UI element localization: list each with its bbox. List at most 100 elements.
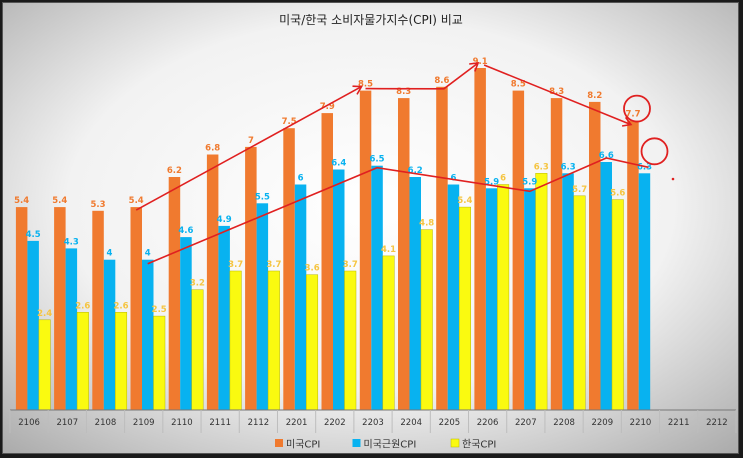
bar-한국CPI-2106 — [38, 319, 51, 411]
data-label-한국CPI-2201: 3.6 — [305, 264, 320, 274]
data-label-한국CPI-2204: 4.8 — [419, 219, 434, 229]
bar-한국CPI-2207 — [535, 173, 548, 411]
legend-label: 미국근원CPI — [364, 439, 417, 451]
x-tick-label-2209: 2209 — [591, 418, 613, 428]
bar-미국근원CPI-2204 — [409, 177, 421, 410]
data-label-미국근원CPI-2110: 4.6 — [178, 226, 193, 236]
data-label-한국CPI-2110: 3.2 — [190, 279, 205, 289]
x-tick-label-2204: 2204 — [400, 418, 422, 428]
data-label-미국CPI-2206: 9.1 — [473, 57, 488, 67]
legend-item-미국CPI: 미국CPI — [275, 439, 320, 451]
bar-미국CPI-2207 — [512, 90, 525, 410]
bar-한국CPI-2208 — [573, 195, 586, 411]
bar-미국CPI-2202 — [321, 113, 333, 410]
x-axis: 2106 2107 2108 2109 2110 2111 2112 2201 2202 2203… — [9, 409, 737, 433]
bar-미국CPI-2210 — [627, 120, 639, 410]
data-label-한국CPI-2205: 5.4 — [457, 196, 472, 206]
bar-한국CPI-2109 — [153, 315, 166, 411]
legend-label: 한국CPI — [462, 439, 496, 451]
x-tick-label-2203: 2203 — [362, 418, 384, 428]
bar-미국근원CPI-2111 — [218, 225, 230, 410]
bar-미국CPI-2205 — [436, 86, 448, 411]
x-tick-label-2109: 2109 — [133, 418, 155, 428]
data-label-미국근원CPI-2106: 4.5 — [26, 230, 41, 240]
data-label-미국근원CPI-2210: 6.3 — [637, 162, 652, 172]
bar-한국CPI-2204 — [420, 229, 433, 411]
data-label-한국CPI-2109: 2.5 — [152, 305, 167, 315]
bar-미국CPI-2206 — [474, 68, 486, 410]
data-label-미국근원CPI-2202: 6.4 — [331, 159, 346, 169]
data-label-미국CPI-2204: 8.3 — [396, 87, 411, 97]
bar-한국CPI-2205 — [458, 206, 471, 411]
bar-한국CPI-2201 — [306, 274, 319, 411]
x-tick-label-2111: 2111 — [209, 418, 231, 428]
data-label-미국CPI-2107: 5.4 — [52, 196, 67, 206]
bar-미국CPI-2209 — [589, 101, 601, 411]
bar-미국CPI-2110 — [168, 177, 181, 410]
data-label-한국CPI-2207: 6.3 — [534, 162, 549, 172]
data-label-미국근원CPI-2208: 6.3 — [561, 162, 576, 172]
bar-미국근원CPI-2208 — [562, 173, 574, 410]
bar-미국근원CPI-2109 — [142, 259, 154, 410]
trend-line-1 — [135, 85, 362, 211]
bar-한국CPI-2110 — [191, 289, 204, 411]
x-tick-label-2201: 2201 — [286, 418, 308, 428]
data-label-미국근원CPI-2209: 6.6 — [599, 151, 614, 161]
data-label-미국CPI-2202: 7.9 — [320, 102, 335, 112]
legend-swatch — [275, 439, 283, 447]
bar-미국근원CPI-2203 — [371, 165, 383, 410]
legend-item-미국근원CPI: 미국근원CPI — [352, 439, 417, 451]
data-label-미국CPI-2201: 7.5 — [282, 117, 297, 127]
data-label-한국CPI-2106: 2.4 — [37, 309, 52, 319]
bar-한국CPI-2108 — [115, 312, 128, 411]
bar-미국근원CPI-2201 — [294, 184, 307, 410]
legend-swatch — [450, 438, 460, 448]
bar-미국근원CPI-2209 — [600, 162, 612, 410]
arrow-head-1 — [352, 85, 363, 95]
data-label-미국CPI-2210: 7.7 — [625, 110, 640, 120]
x-tick-label-2107: 2107 — [56, 418, 78, 428]
trend-line-4 — [147, 157, 649, 265]
data-label-한국CPI-2111: 3.7 — [228, 260, 243, 270]
bar-미국근원CPI-2106 — [27, 240, 39, 410]
x-tick-label-2205: 2205 — [439, 418, 461, 428]
highlight-circle-2 — [640, 137, 669, 166]
x-tick-label-2106: 2106 — [18, 418, 40, 428]
trend-line-2 — [365, 62, 479, 90]
data-label-미국근원CPI-2203: 6.5 — [369, 155, 384, 165]
x-tick-label-2212: 2212 — [706, 418, 728, 428]
bar-미국근원CPI-2205 — [447, 184, 460, 410]
bar-미국CPI-2204 — [398, 98, 410, 410]
bar-미국근원CPI-2210 — [638, 173, 651, 410]
annotations-layer — [135, 62, 675, 265]
bar-미국CPI-2112 — [245, 146, 257, 410]
bar-미국CPI-2201 — [283, 128, 295, 410]
data-label-한국CPI-2107: 2.6 — [75, 301, 90, 311]
data-label-미국근원CPI-2112: 5.5 — [255, 192, 270, 202]
data-label-미국CPI-2205: 8.6 — [434, 76, 449, 86]
bar-한국CPI-2112 — [267, 270, 280, 411]
cpi-comparison-chart: 미국/한국 소비자물가지수(CPI) 비교 5.4 4.5 2.4 5.4 4.3 2.6… — [3, 3, 738, 453]
data-label-미국CPI-2208: 8.3 — [549, 87, 564, 97]
bar-한국CPI-2202 — [344, 270, 357, 411]
data-label-미국근원CPI-2206: 5.9 — [484, 177, 499, 187]
bar-미국근원CPI-2108 — [103, 259, 116, 410]
x-tick-label-2110: 2110 — [171, 418, 193, 428]
data-labels-layer: 5.4 4.5 2.4 5.4 4.3 2.6 5.3 4 2.6 5.4 4 2.5 6.2 4.6 3.… — [14, 57, 652, 319]
data-label-한국CPI-2206: 6 — [500, 174, 506, 184]
data-label-미국CPI-2111: 6.8 — [205, 144, 220, 154]
arrow-head-3 — [621, 116, 633, 127]
x-tick-label-2207: 2207 — [515, 418, 537, 428]
bar-미국근원CPI-2202 — [333, 169, 345, 410]
bar-미국CPI-2109 — [130, 207, 142, 410]
x-tick-label-2112: 2112 — [248, 418, 270, 428]
data-label-한국CPI-2209: 5.6 — [610, 189, 625, 199]
x-tick-label-2208: 2208 — [553, 418, 575, 428]
data-label-한국CPI-2202: 3.7 — [343, 260, 358, 270]
data-label-미국CPI-2110: 6.2 — [167, 166, 182, 176]
legend-swatch — [352, 439, 361, 447]
data-label-미국CPI-2207: 8.5 — [511, 80, 526, 90]
data-label-한국CPI-2108: 2.6 — [113, 301, 128, 311]
arrow-head-2 — [469, 62, 480, 72]
data-label-미국근원CPI-2107: 4.3 — [64, 237, 79, 247]
